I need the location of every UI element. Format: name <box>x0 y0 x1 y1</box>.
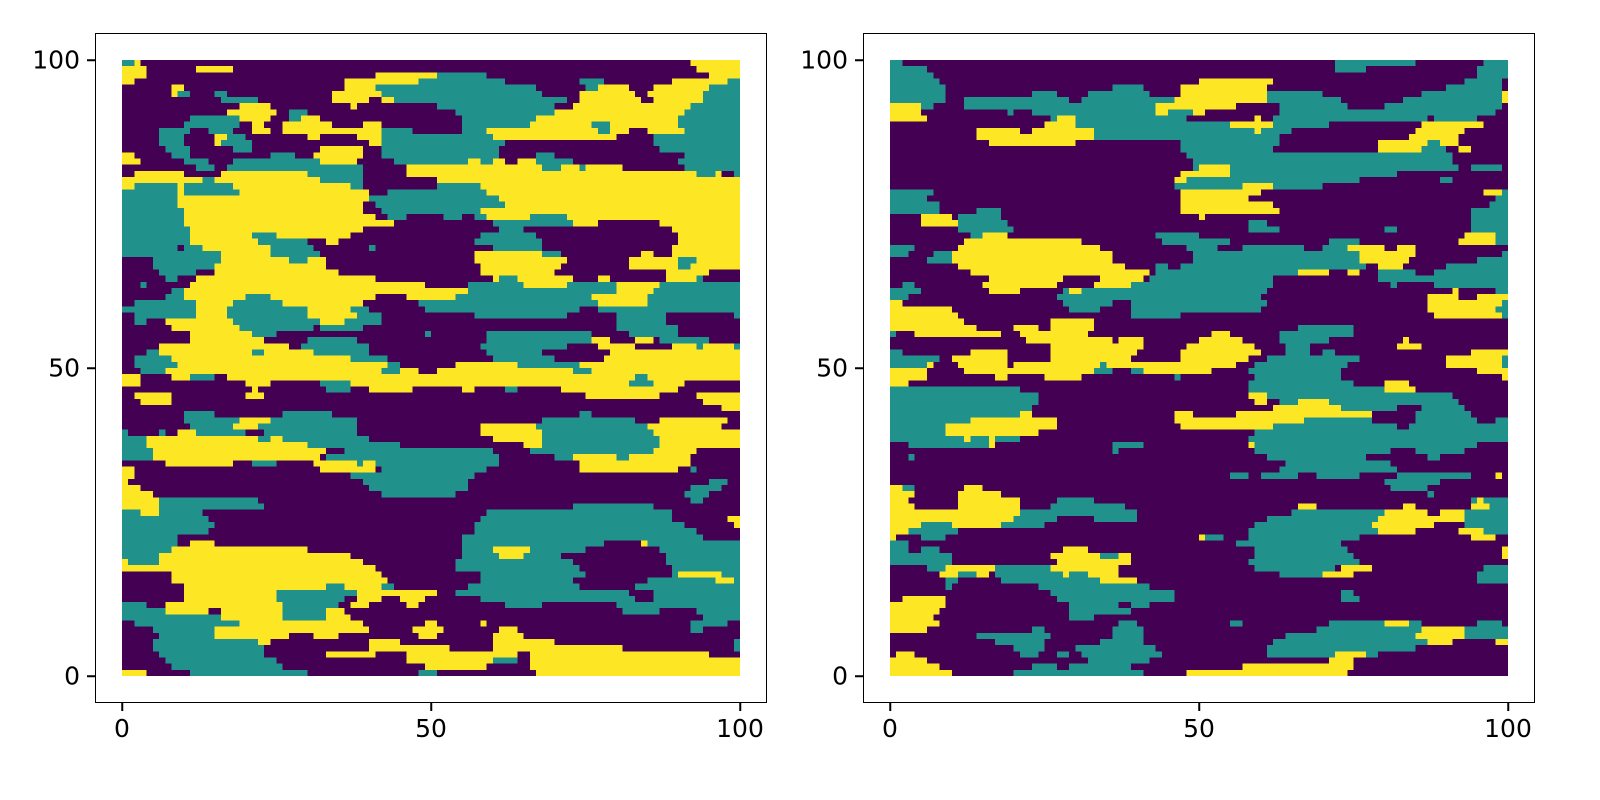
heatmap-panel-left: 0 50 100 0 50 100 <box>32 33 767 741</box>
y-tick-mark <box>855 59 864 61</box>
y-tick-mark <box>87 367 96 369</box>
x-tick-mark <box>430 702 432 711</box>
heatmap-canvas-right <box>890 60 1508 676</box>
heatmap-panel-right: 0 50 100 0 50 100 <box>800 33 1535 741</box>
x-tick-mark <box>1198 702 1200 711</box>
y-tick-label: 100 <box>800 45 848 75</box>
x-tick-label: 100 <box>1484 714 1532 743</box>
y-tick-label: 50 <box>48 353 80 383</box>
x-tick-label: 50 <box>1183 714 1215 743</box>
heatmap-canvas-left <box>122 60 740 676</box>
x-tick-mark <box>739 702 741 711</box>
x-tick-label: 0 <box>114 714 130 743</box>
y-tick-mark <box>855 675 864 677</box>
y-tick-mark <box>87 675 96 677</box>
x-tick-label: 50 <box>415 714 447 743</box>
x-tick-label: 100 <box>716 714 764 743</box>
y-tick-mark <box>87 59 96 61</box>
y-tick-label: 100 <box>32 45 80 75</box>
x-tick-mark <box>121 702 123 711</box>
y-tick-label: 50 <box>816 353 848 383</box>
y-tick-label: 0 <box>832 661 848 691</box>
y-tick-mark <box>855 367 864 369</box>
x-tick-mark <box>1507 702 1509 711</box>
y-tick-label: 0 <box>64 661 80 691</box>
x-tick-mark <box>889 702 891 711</box>
x-tick-label: 0 <box>882 714 898 743</box>
